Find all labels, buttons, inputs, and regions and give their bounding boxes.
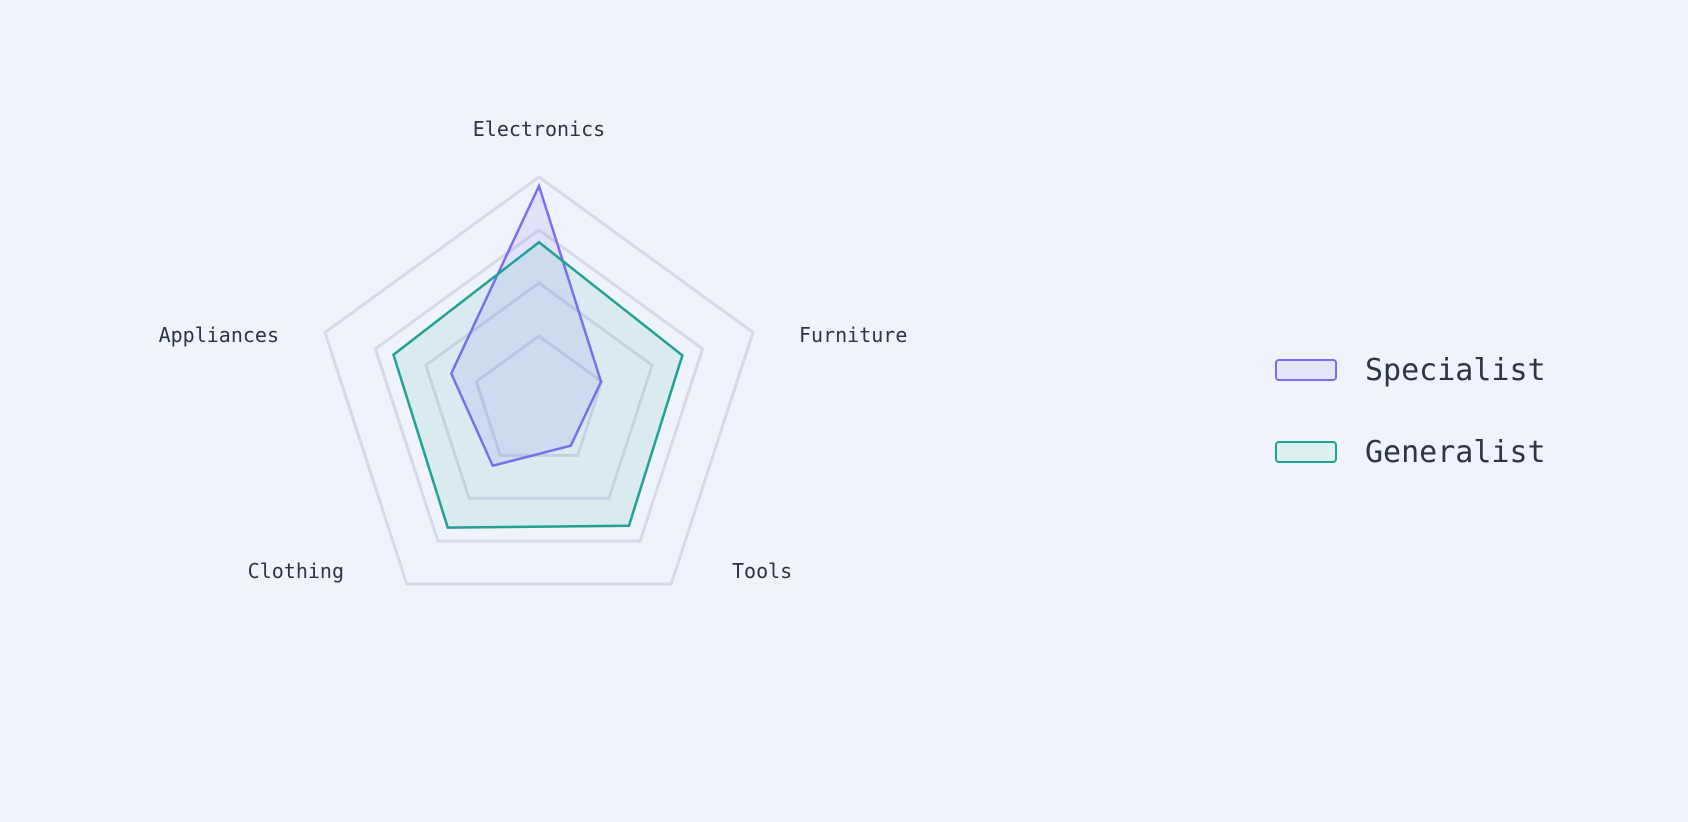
grid-ring-3: [373, 228, 705, 543]
legend-label: Generalist: [1365, 434, 1546, 470]
axis-label-clothing: Clothing: [248, 559, 344, 583]
grid-ring-2: [424, 281, 654, 500]
grid-ring-4: [323, 175, 755, 586]
series-specialist[interactable]: [449, 182, 603, 468]
legend: Specialist Generalist: [1275, 350, 1546, 514]
legend-item-specialist[interactable]: Specialist: [1275, 350, 1546, 390]
axis-label-furniture: Furniture: [799, 323, 907, 347]
legend-label: Specialist: [1365, 352, 1546, 388]
legend-swatch-generalist: [1275, 441, 1337, 463]
legend-item-generalist[interactable]: Generalist: [1275, 432, 1546, 472]
series-generalist[interactable]: [392, 240, 684, 529]
axis-label-appliances: Appliances: [159, 323, 279, 347]
grid-ring-1: [474, 334, 604, 457]
legend-swatch-specialist: [1275, 359, 1337, 381]
axis-label-electronics: Electronics: [473, 117, 605, 141]
axis-label-tools: Tools: [732, 559, 792, 583]
